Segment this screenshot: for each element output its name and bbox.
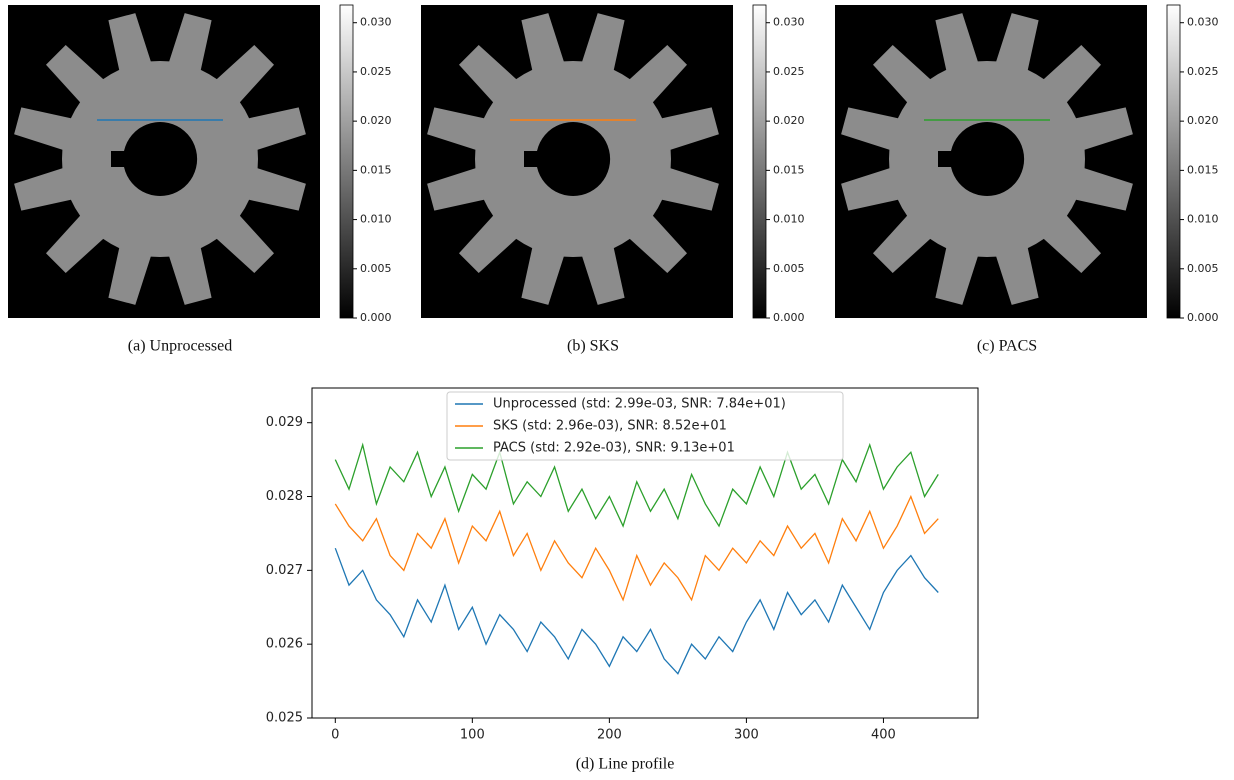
colorbar-tick-label: 0.000 (1187, 311, 1219, 324)
colorbar-tick-label: 0.010 (1187, 213, 1219, 226)
legend-label: Unprocessed (std: 2.99e-03, SNR: 7.84e+0… (493, 397, 786, 412)
legend-label: PACS (std: 2.92e-03), SNR: 9.13e+01 (493, 441, 735, 456)
image (835, 5, 1147, 318)
colorbar-tick-label: 0.010 (360, 213, 392, 226)
caption: (b) SKS (567, 338, 619, 355)
caption: (a) Unprocessed (128, 338, 232, 355)
colorbar-tick-label: 0.025 (1187, 65, 1219, 78)
colorbar-tick-label: 0.005 (1187, 262, 1219, 275)
gear (14, 13, 306, 305)
image (8, 5, 320, 318)
colorbar-tick-label: 0.030 (1187, 16, 1219, 29)
colorbar-tick-label: 0.030 (360, 16, 392, 29)
plot-frame (311, 387, 979, 719)
caption: (c) PACS (977, 338, 1037, 355)
colorbar (1166, 4, 1181, 319)
colorbar-tick-label: 0.015 (360, 163, 392, 176)
colorbar-tick-label: 0.005 (773, 262, 805, 275)
colorbar-tick-label: 0.025 (360, 65, 392, 78)
x-tick-label: 100 (460, 728, 485, 743)
colorbar-tick-label: 0.020 (773, 114, 805, 127)
caption: (d) Line profile (576, 756, 675, 773)
y-tick-label: 0.027 (266, 563, 303, 578)
colorbar-tick-label: 0.015 (1187, 163, 1219, 176)
colorbar-tick-label: 0.000 (360, 311, 392, 324)
colorbar-tick-label: 0.020 (360, 114, 392, 127)
colorbar-tick-label: 0.025 (773, 65, 805, 78)
colorbar-tick-label: 0.015 (773, 163, 805, 176)
colorbar-tick-label: 0.020 (1187, 114, 1219, 127)
colorbar (339, 4, 354, 319)
colorbar-tick-label: 0.010 (773, 213, 805, 226)
legend-box (446, 391, 844, 461)
gear (427, 13, 719, 305)
x-tick-label: 200 (597, 728, 622, 743)
colorbar (752, 4, 767, 319)
y-tick-label: 0.025 (266, 711, 303, 726)
image (421, 5, 733, 318)
colorbar-tick-label: 0.030 (773, 16, 805, 29)
y-tick-label: 0.029 (266, 415, 303, 430)
series-line (334, 494, 939, 602)
colorbar-tick-label: 0.000 (773, 311, 805, 324)
y-tick-label: 0.026 (266, 637, 303, 652)
gear (841, 13, 1133, 305)
x-tick-label: 0 (331, 728, 339, 743)
colorbar-tick-label: 0.005 (360, 262, 392, 275)
series-line (334, 442, 939, 528)
legend-label: SKS (std: 2.96e-03), SNR: 8.52e+01 (493, 419, 727, 434)
y-tick-label: 0.028 (266, 489, 303, 504)
series-line (334, 547, 939, 675)
x-tick-label: 300 (734, 728, 759, 743)
x-tick-label: 400 (871, 728, 896, 743)
